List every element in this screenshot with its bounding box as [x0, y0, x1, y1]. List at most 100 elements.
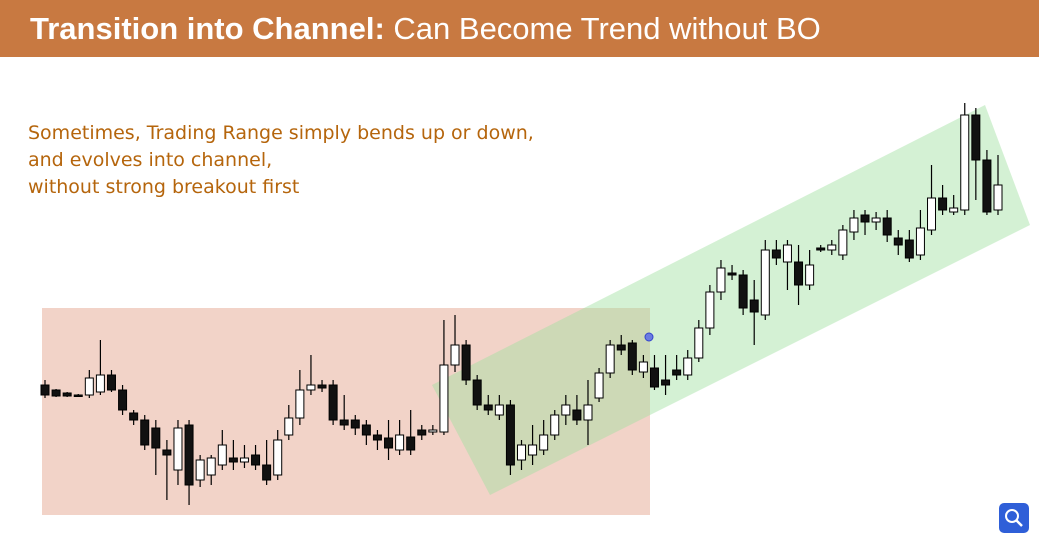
candle-body	[384, 437, 394, 449]
search-button[interactable]	[999, 503, 1029, 533]
candle-body	[118, 389, 128, 411]
note-line: and evolves into channel,	[28, 149, 273, 171]
candle-body	[649, 367, 659, 388]
candle-body	[239, 457, 249, 463]
note-line: Sometimes, Trading Range simply bends up…	[28, 122, 534, 144]
candle-body	[627, 342, 637, 371]
candle-body	[794, 261, 804, 286]
candle-body	[206, 457, 216, 476]
candle-body	[528, 444, 538, 456]
candle-body	[295, 389, 305, 419]
candle-body	[461, 344, 471, 381]
candle-body	[638, 361, 648, 373]
candle-body	[705, 291, 715, 329]
candle-body	[472, 379, 482, 406]
candle-body	[505, 404, 515, 466]
candle-body	[494, 404, 504, 416]
candle-body	[605, 344, 615, 374]
candle-body	[129, 412, 139, 421]
candle-body	[262, 464, 272, 481]
candle-body	[406, 436, 416, 451]
candle-body	[339, 419, 349, 426]
candle-body	[62, 392, 72, 397]
notes: Sometimes, Trading Range simply bends up…	[28, 120, 534, 201]
title-bar: Transition into Channel: Can Become Tren…	[0, 0, 1039, 57]
candle-body	[184, 424, 194, 486]
candle-body	[960, 114, 970, 211]
title-rest: Can Become Trend without BO	[393, 11, 821, 46]
candle-body	[350, 419, 360, 429]
candle-body	[893, 237, 903, 246]
candle-body	[40, 384, 50, 396]
candle-body	[749, 299, 759, 313]
candle-body	[483, 404, 493, 411]
candle-body	[417, 429, 427, 436]
candles	[40, 103, 1003, 505]
candle-body	[860, 214, 870, 223]
candle-body	[927, 197, 937, 231]
candle-body	[317, 384, 327, 389]
channel-band	[432, 105, 1030, 495]
candle-body	[73, 394, 83, 397]
candle-body	[273, 439, 283, 476]
candle-body	[228, 457, 238, 463]
candle-body	[372, 434, 382, 441]
candle-body	[162, 449, 172, 456]
candle-body	[849, 217, 859, 233]
candle-body	[195, 459, 205, 481]
candle-body	[915, 227, 925, 256]
candle-body	[428, 429, 438, 433]
candle-body	[517, 444, 526, 461]
candle-body	[151, 427, 161, 449]
candle-body	[450, 344, 460, 366]
candle-body	[760, 249, 770, 316]
candle-body	[838, 229, 848, 256]
candle-body	[306, 384, 316, 391]
candle-body	[217, 444, 227, 466]
candle-body	[583, 404, 593, 421]
candle-body	[550, 414, 560, 436]
candle-body	[661, 379, 671, 386]
candle-body	[938, 197, 948, 211]
search-icon	[1005, 509, 1023, 527]
candle-body	[51, 389, 61, 397]
candle-body	[173, 427, 183, 471]
candle-body	[993, 184, 1003, 211]
candle-body	[805, 264, 815, 286]
candle-body	[971, 114, 981, 161]
candle-body	[727, 272, 737, 276]
candle-body	[84, 377, 94, 396]
candle-body	[361, 424, 371, 436]
candle-body	[716, 267, 726, 293]
candle-body	[284, 417, 294, 436]
candle-body	[816, 247, 826, 251]
candle-body	[871, 217, 881, 223]
candle-body	[782, 244, 792, 263]
candle-body	[771, 249, 781, 259]
candle-body	[539, 434, 549, 451]
cursor-dot	[644, 332, 654, 342]
range-box	[42, 308, 650, 515]
candle-body	[982, 159, 992, 213]
candle-body	[949, 207, 959, 213]
candle-body	[694, 327, 704, 359]
candle-body	[439, 364, 449, 433]
candle-body	[672, 369, 682, 376]
candle-body	[683, 357, 693, 376]
candle-body	[251, 454, 261, 466]
candle-body	[395, 434, 405, 451]
candle-body	[140, 419, 150, 446]
candle-body	[904, 239, 914, 259]
candle-body	[95, 374, 105, 393]
candle-body	[616, 344, 626, 351]
candle-body	[738, 274, 748, 309]
candle-body	[561, 404, 571, 416]
candle-body	[106, 374, 116, 391]
candle-body	[594, 372, 604, 399]
candle-body	[827, 244, 837, 251]
note-line: without strong breakout first	[28, 176, 300, 198]
candle-body	[882, 217, 892, 236]
candle-body	[572, 409, 582, 421]
title-bold: Transition into Channel:	[30, 11, 385, 46]
